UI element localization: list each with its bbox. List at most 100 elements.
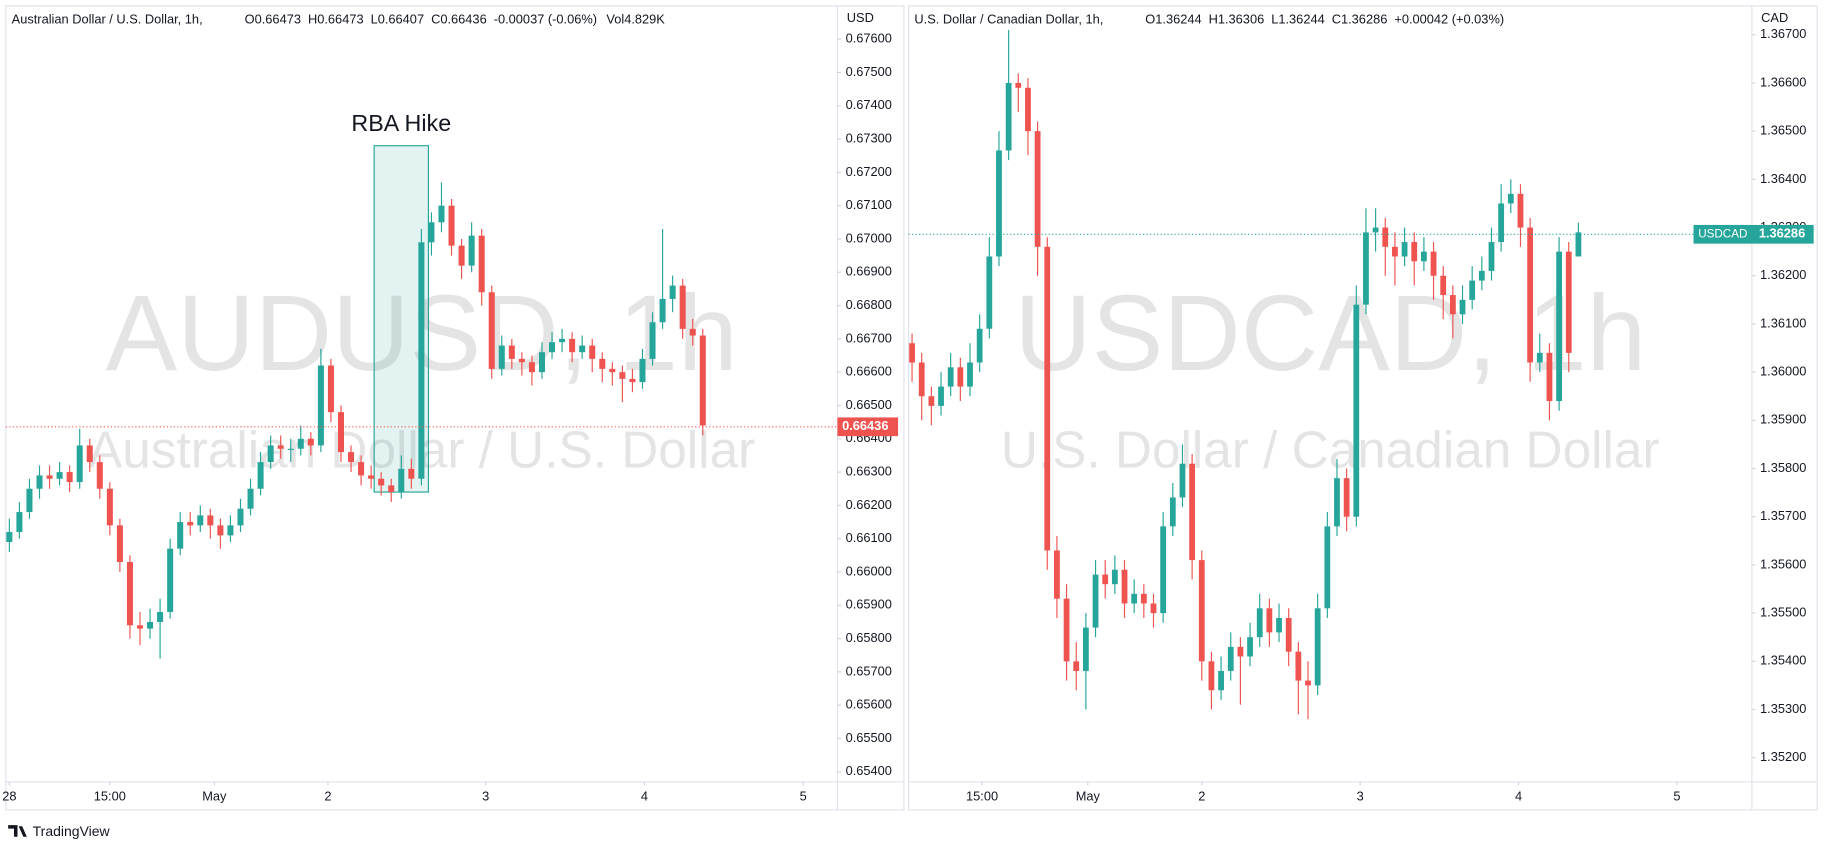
candle-body (217, 525, 224, 536)
candle-body (187, 522, 194, 526)
candle-body (1169, 497, 1176, 527)
candle-body (1044, 246, 1051, 551)
y-tick-label: 0.65400 (846, 763, 892, 778)
candle-body (1111, 569, 1118, 585)
y-tick-label: 1.35600 (1760, 556, 1806, 571)
y-tick-label: 0.67600 (846, 31, 892, 46)
candle-body (1305, 680, 1311, 686)
x-tick-label: 5 (1673, 788, 1680, 803)
y-tick-label: 1.35800 (1760, 460, 1806, 475)
candle-body (549, 342, 556, 353)
candle-body (579, 345, 586, 353)
candle-body (458, 245, 465, 266)
candle-body (1498, 203, 1505, 243)
candle-body (76, 445, 83, 483)
candle-body (247, 488, 254, 509)
candle-body (227, 525, 234, 536)
volume-label: Vol (606, 11, 624, 26)
x-tick-label: 15:00 (966, 788, 998, 803)
candle-body (1015, 82, 1022, 88)
price-tag-label: 1.36286 (1759, 226, 1805, 241)
x-tick-label: 28 (2, 788, 16, 803)
candle-body (659, 298, 666, 323)
candle-body (1314, 608, 1321, 686)
x-tick-label: 4 (641, 788, 648, 803)
candle-body (1575, 232, 1582, 257)
candle-body (1363, 232, 1369, 305)
ohlc-value: 1.36306 (1218, 11, 1264, 26)
candle-body (388, 485, 395, 493)
y-tick-label: 0.67000 (846, 230, 892, 245)
ohlc-value: 0.66407 (378, 11, 424, 26)
candle-body (448, 205, 455, 246)
candle-body (418, 242, 425, 479)
candle-body (1247, 637, 1253, 657)
candle-body (1276, 617, 1282, 633)
candle-body (46, 475, 53, 479)
candle-body (1005, 82, 1012, 151)
candle-body (86, 445, 93, 463)
candle-body (66, 472, 73, 483)
ohlc-label: O (1145, 11, 1155, 26)
ohlc-label: H (1209, 11, 1218, 26)
candle-body (257, 462, 264, 489)
x-tick-label: May (1076, 788, 1101, 803)
candle-body (1430, 251, 1437, 276)
candle-body (1160, 526, 1167, 614)
candle-body (947, 367, 954, 387)
candle-body (126, 562, 133, 626)
candle-body (157, 611, 164, 622)
candle-body (1372, 227, 1379, 233)
candle-body (1034, 131, 1041, 247)
candle-body (1082, 627, 1089, 671)
y-tick-label: 1.36200 (1760, 267, 1806, 282)
ohlc-label: L (371, 11, 378, 26)
left-panel-frame (5, 5, 905, 811)
candle-body (267, 445, 274, 463)
watermark-symbol: USDCAD, 1h (1014, 273, 1646, 393)
candle-body (1208, 661, 1215, 691)
candle-body (1179, 463, 1186, 498)
candle-body (287, 448, 294, 450)
candle-body (317, 365, 324, 446)
candle-body (26, 488, 33, 513)
candle-body (1556, 251, 1562, 402)
y-tick-label: 0.66100 (846, 530, 892, 545)
currency-label: USD (847, 10, 874, 25)
candle-body (1459, 299, 1466, 315)
price-tag-label: 0.66436 (842, 418, 888, 433)
y-tick-label: 1.35500 (1760, 604, 1806, 619)
candle-body (1565, 251, 1572, 353)
candle-body (358, 462, 365, 476)
candle-body (136, 625, 144, 629)
candle-body (528, 362, 535, 373)
candle-body (938, 386, 944, 406)
candle-body (498, 345, 505, 369)
candle-body (1536, 352, 1543, 363)
candle-body (378, 478, 385, 486)
candle-body (1488, 242, 1495, 271)
y-tick-label: 1.36600 (1760, 74, 1806, 89)
y-tick-label: 0.65700 (846, 663, 892, 678)
candle-body (1121, 569, 1128, 604)
candle-body (699, 335, 706, 426)
header-title: Australian Dollar / U.S. Dollar, 1h, (12, 11, 203, 26)
candle-body (1382, 227, 1389, 247)
candle-body (1102, 574, 1109, 585)
candle-body (1392, 246, 1398, 257)
candle-body (1025, 87, 1031, 132)
candle-body (177, 522, 184, 549)
candle-body (106, 488, 113, 526)
candle-body (599, 358, 606, 369)
candle-body (1266, 608, 1273, 633)
candle-body (1189, 463, 1196, 561)
y-tick-label: 0.66900 (846, 264, 892, 279)
candle-body (569, 338, 576, 353)
candle-body (1343, 478, 1350, 517)
candle-body (967, 362, 973, 387)
candle-body (297, 438, 304, 449)
candle-body (538, 352, 545, 373)
candle-body (1131, 593, 1138, 604)
